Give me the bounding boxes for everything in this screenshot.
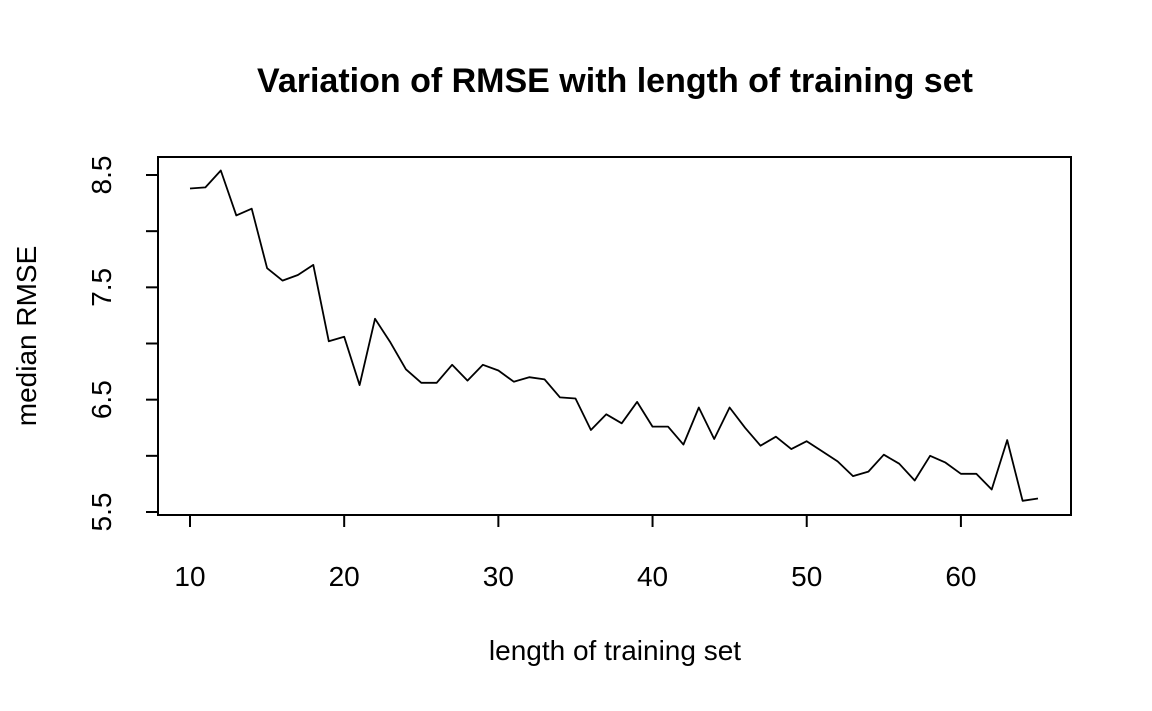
y-tick-label: 8.5 bbox=[86, 156, 117, 195]
x-tick-label: 60 bbox=[945, 561, 976, 592]
x-tick-label: 20 bbox=[329, 561, 360, 592]
y-axis-label: median RMSE bbox=[11, 246, 42, 427]
y-tick-label: 6.5 bbox=[86, 380, 117, 419]
chart-title: Variation of RMSE with length of trainin… bbox=[257, 62, 973, 100]
plot-frame bbox=[157, 156, 1072, 516]
x-axis: 10 20 30 40 50 60 bbox=[174, 515, 976, 592]
x-tick-label: 50 bbox=[791, 561, 822, 592]
series-line-median-rmse bbox=[189, 169, 1039, 502]
x-tick-label: 40 bbox=[637, 561, 668, 592]
x-axis-label: length of training set bbox=[489, 635, 741, 666]
y-tick-label: 7.5 bbox=[86, 268, 117, 307]
x-tick-label: 10 bbox=[174, 561, 205, 592]
x-tick-label: 30 bbox=[483, 561, 514, 592]
y-tick-label: 5.5 bbox=[86, 493, 117, 532]
y-axis: 5.5 6.5 7.5 8.5 bbox=[86, 156, 158, 532]
